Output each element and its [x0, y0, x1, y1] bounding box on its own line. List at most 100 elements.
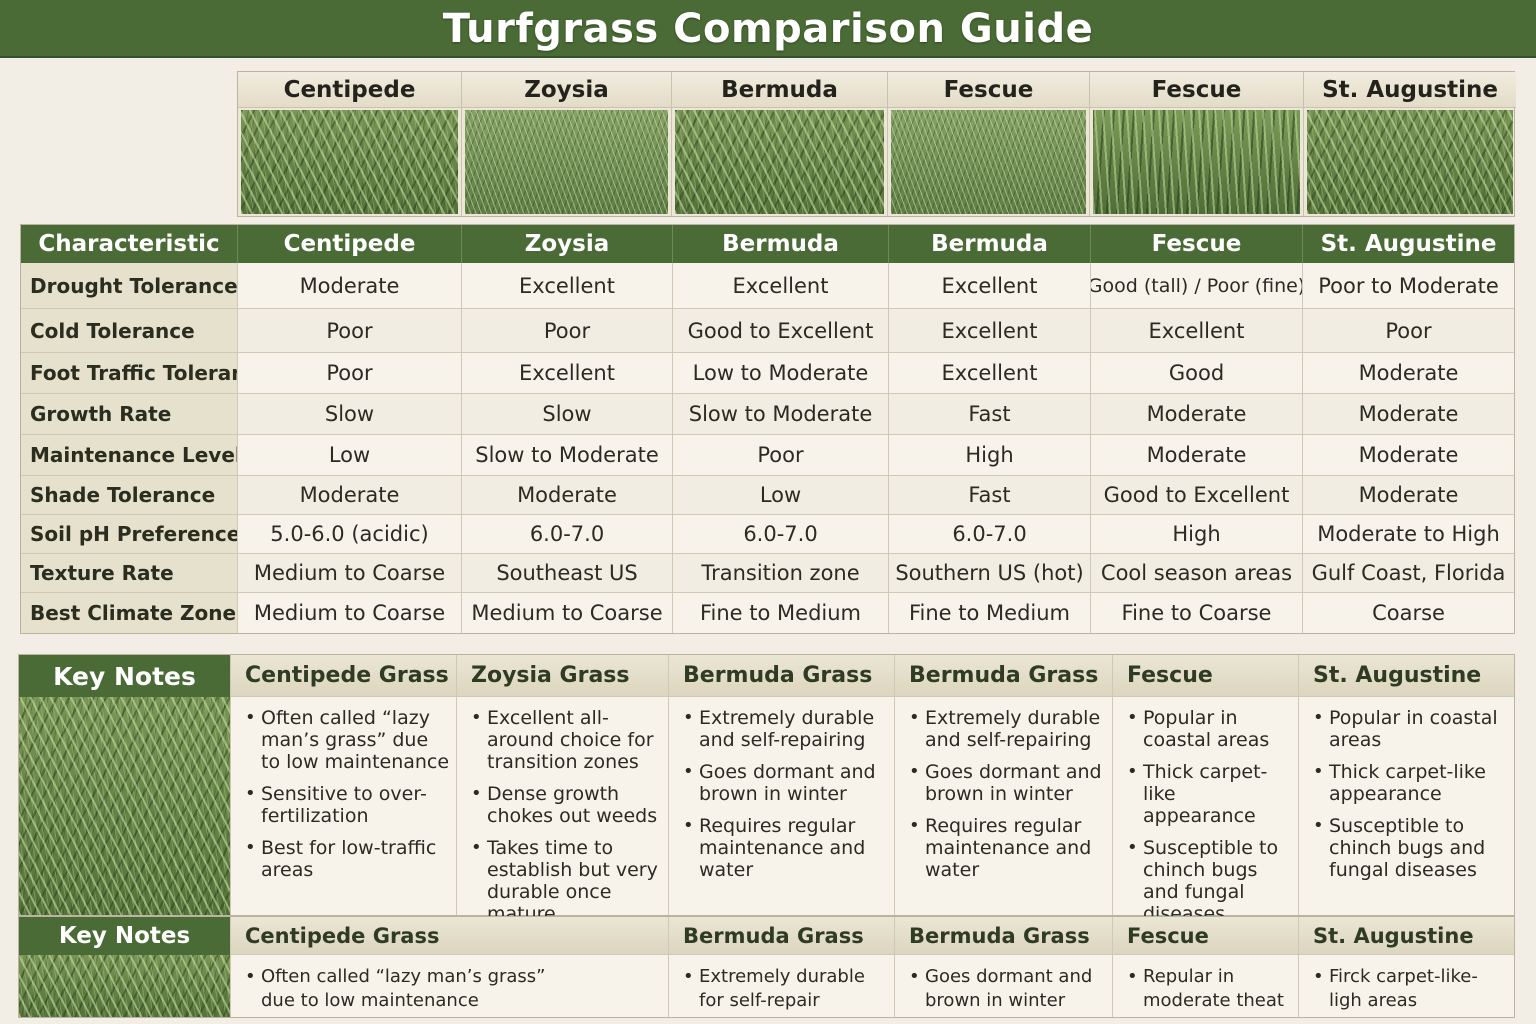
table-cell: Medium to Coarse: [462, 593, 673, 633]
table-cell: Transition zone: [673, 554, 889, 593]
table-cell: Slow to Moderate: [462, 435, 673, 476]
table-cell: Slow to Moderate: [673, 394, 889, 435]
row-label: Foot Traffic Tolerance: [21, 353, 238, 394]
table-cell: Poor: [238, 353, 462, 394]
list-item: Susceptible to chinch bugs and fungal di…: [1125, 837, 1292, 925]
list-item: Susceptible to chinch bugs and fungal di…: [1311, 815, 1508, 881]
table-cell: Moderate: [1091, 394, 1303, 435]
page-title: Turfgrass Comparison Guide: [442, 6, 1094, 52]
key-notes-column-title: Fescue: [1113, 655, 1298, 697]
key-notes-column-title: Fescue: [1113, 917, 1298, 955]
table-cell: 5.0-6.0 (acidic): [238, 515, 462, 554]
row-label: Soil pH Preference: [21, 515, 238, 554]
table-cell: Low: [673, 476, 889, 515]
list-item: Often called “lazy man’s grass” due to l…: [243, 707, 450, 773]
key-notes-column-title: Bermuda Grass: [669, 917, 894, 955]
key-notes-column-title: Bermuda Grass: [895, 655, 1112, 697]
table-cell: 6.0-7.0: [462, 515, 673, 554]
table-cell: Medium to Coarse: [238, 593, 462, 633]
centipede-grass-image: [19, 955, 230, 1017]
table-cell: Poor to Moderate: [1303, 263, 1514, 309]
table-cell: High: [1091, 515, 1303, 554]
column-header: Bermuda: [673, 225, 889, 263]
table-cell: Cool season areas: [1091, 554, 1303, 593]
row-label: Drought Tolerance: [21, 263, 238, 309]
st-augustine-grass-image: [1307, 110, 1513, 214]
row-label: Texture Rate: [21, 554, 238, 593]
row-label: Best Climate Zones: [21, 593, 238, 633]
key-notes-section: Key Notes Centipede Grass Often called “…: [18, 654, 1515, 925]
key-notes-column-title: St. Augustine: [1299, 917, 1514, 955]
table-cell: Southeast US: [462, 554, 673, 593]
key-notes-column: Bermuda Grass Extremely durable for self…: [668, 917, 894, 1017]
key-notes-column: Centipede Grass Often called “lazy man’s…: [230, 655, 456, 915]
list-item: Excellent all-around choice for transiti…: [469, 707, 662, 773]
table-cell: Fast: [889, 476, 1091, 515]
column-header: Fescue: [1091, 225, 1303, 263]
list-item: Repular in moderate theat: [1125, 965, 1292, 1013]
column-header-characteristic: Characteristic: [21, 225, 238, 263]
table-cell: Excellent: [889, 309, 1091, 353]
table-cell: Medium to Coarse: [238, 554, 462, 593]
table-cell: Fine to Medium: [889, 593, 1091, 633]
photo-header: Bermuda: [672, 72, 887, 108]
key-notes-column: Bermuda Grass Extremely durable and self…: [894, 655, 1112, 915]
photo-column-fescue: Fescue: [888, 72, 1090, 216]
table-cell: Poor: [673, 435, 889, 476]
tall-fescue-grass-image: [1093, 110, 1300, 214]
table-cell: Excellent: [673, 263, 889, 309]
table-cell: Good to Excellent: [1091, 476, 1303, 515]
key-notes-column: Fescue Repular in moderate theat: [1112, 917, 1298, 1017]
table-cell: Low: [238, 435, 462, 476]
table-cell: Moderate: [462, 476, 673, 515]
table-cell: Fast: [889, 394, 1091, 435]
table-cell: 6.0-7.0: [673, 515, 889, 554]
list-item: Best for low-traffic areas: [243, 837, 450, 881]
list-item: Dense growth chokes out weeds: [469, 783, 662, 827]
key-notes-column: St. Augustine Popular in coastal areas T…: [1298, 655, 1514, 915]
photo-header: Fescue: [1090, 72, 1303, 108]
table-cell: Southern US (hot): [889, 554, 1091, 593]
table-cell: High: [889, 435, 1091, 476]
list-item: Often called “lazy man’s grass” due to l…: [243, 965, 563, 1013]
table-cell: Excellent: [1091, 309, 1303, 353]
key-notes-column-title: Centipede Grass: [231, 917, 668, 955]
table-cell: Good to Excellent: [673, 309, 889, 353]
key-notes-list: Popular in coastal areas Thick carpet-li…: [1299, 697, 1514, 881]
photo-header: St. Augustine: [1304, 72, 1516, 108]
table-cell: Poor: [238, 309, 462, 353]
key-notes-column-title: Bermuda Grass: [669, 655, 894, 697]
key-notes-list: Firck carpet-like-ligh areas: [1299, 955, 1514, 1013]
title-bar: Turfgrass Comparison Guide: [0, 0, 1536, 58]
row-label: Cold Tolerance: [21, 309, 238, 353]
key-notes-list: Extremely durable and self-repairing Goe…: [895, 697, 1112, 881]
column-header: Zoysia: [462, 225, 673, 263]
key-notes-label: Key Notes: [19, 917, 230, 955]
key-notes-column-title: Zoysia Grass: [457, 655, 668, 697]
table-cell: Moderate: [1303, 353, 1514, 394]
table-cell: Slow: [462, 394, 673, 435]
key-notes-column: Bermuda Grass Goes dormant and brown in …: [894, 917, 1112, 1017]
bermuda-grass-image: [675, 110, 884, 214]
list-item: Firck carpet-like-ligh areas: [1311, 965, 1508, 1013]
centipede-grass-image: [241, 110, 458, 214]
table-cell: Low to Moderate: [673, 353, 889, 394]
table-cell: Moderate: [1303, 476, 1514, 515]
key-notes-label: Key Notes: [19, 655, 230, 697]
table-cell: Moderate: [238, 476, 462, 515]
photo-column-st-augustine: St. Augustine: [1304, 72, 1516, 216]
grass-photo-strip: Centipede Zoysia Bermuda Fescue Fescue S…: [237, 71, 1516, 217]
key-notes-list: Extremely durable for self-repair: [669, 955, 894, 1013]
table-cell: Good (tall) / Poor (fine): [1091, 263, 1303, 309]
key-notes-list: Often called “lazy man’s grass” due to l…: [231, 955, 668, 1013]
list-item: Extremely durable and self-repairing: [907, 707, 1106, 751]
comparison-table: Characteristic Centipede Zoysia Bermuda …: [20, 224, 1515, 634]
photo-column-zoysia: Zoysia: [462, 72, 672, 216]
list-item: Goes dormant and brown in winter: [681, 761, 888, 805]
key-notes-list: Extremely durable and self-repairing Goe…: [669, 697, 894, 881]
photo-header: Fescue: [888, 72, 1089, 108]
photo-header: Zoysia: [462, 72, 671, 108]
list-item: Popular in coastal areas: [1311, 707, 1508, 751]
column-header: Centipede: [238, 225, 462, 263]
list-item: Popular in coastal areas: [1125, 707, 1292, 751]
